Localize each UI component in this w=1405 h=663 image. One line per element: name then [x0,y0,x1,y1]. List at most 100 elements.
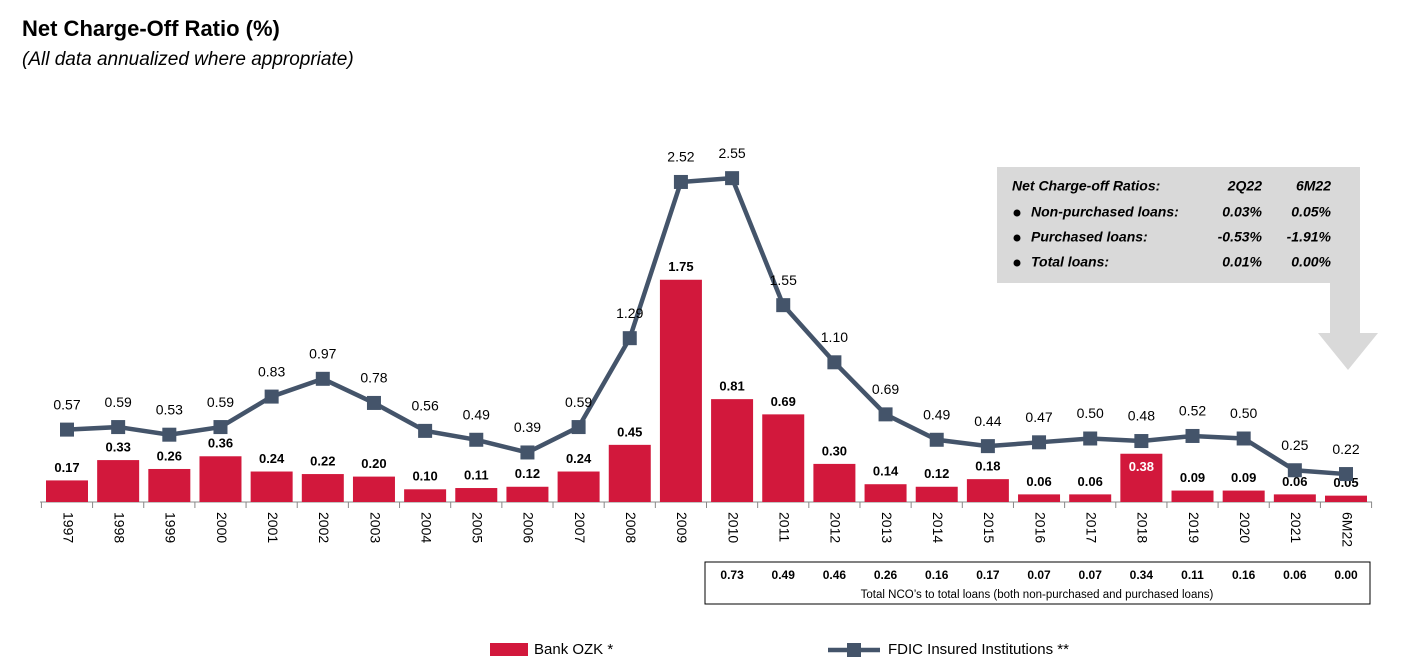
bar [608,444,651,502]
line-marker [1134,434,1149,449]
x-tick-label: 2019 [1186,512,1202,543]
callout-header: 6M22 [1296,178,1331,194]
bar [1069,494,1112,502]
bar [915,486,958,502]
x-tick-label: 2021 [1288,512,1304,543]
line-marker [673,174,688,189]
bar-value-label: 0.69 [771,394,796,409]
line-value-label: 0.57 [53,396,80,412]
line-value-label: 1.55 [770,272,797,288]
bar-value-label: 0.18 [975,459,1000,474]
x-tick-label: 2017 [1083,512,1099,543]
line-marker [827,355,842,370]
bar-value-label: 0.24 [566,451,592,466]
bar-value-label: 0.17 [54,460,79,475]
line-marker [776,298,791,313]
bar-value-label: 0.30 [822,443,847,458]
line-value-label: 0.59 [105,394,132,410]
x-tick-label: 2018 [1135,512,1151,543]
x-tick-label: 2005 [470,512,486,543]
line-marker [571,420,586,435]
line-marker [1236,431,1251,446]
x-tick-label: 2015 [981,512,997,543]
bar-value-label: 1.75 [668,259,693,274]
callout-value: 0.01% [1222,254,1262,270]
legend-marker [847,643,861,657]
line-marker [725,171,740,186]
line-value-label: 0.78 [360,370,387,386]
line [66,175,1347,477]
line-marker [1083,431,1098,446]
bullet [1013,209,1021,217]
x-tick-label: 2013 [879,512,895,543]
callout-value: -0.53% [1218,229,1263,245]
line-marker [520,445,535,460]
table-cell: 0.73 [720,568,744,582]
bar [711,399,754,502]
line-value-label: 0.47 [1025,409,1052,425]
chart-subtitle: (All data annualized where appropriate) [22,49,354,70]
x-tick-label: 1999 [163,512,179,543]
bar [1273,494,1316,502]
bar-value-label: 0.81 [719,379,744,394]
bar-value-label: 0.24 [259,451,285,466]
legend-label: Bank OZK * [534,641,613,658]
line-marker [213,420,228,435]
x-tick-label: 2020 [1237,512,1253,543]
callout-value: 0.05% [1291,204,1331,220]
callout-value: 0.03% [1222,204,1262,220]
table-cell: 0.49 [772,568,796,582]
bar [557,471,600,502]
bar [506,486,549,502]
x-tick-label: 2014 [930,512,946,543]
table-cell: 0.06 [1283,568,1307,582]
line-value-label: 0.69 [872,381,899,397]
bar [199,456,242,502]
callout-header: Net Charge-off Ratios: [1012,178,1160,194]
bar-value-label: 0.12 [924,466,949,481]
x-tick-label: 1998 [111,512,127,543]
callout-value: -1.91% [1287,229,1332,245]
table-cell: 0.34 [1130,568,1154,582]
bar-value-label: 0.09 [1180,470,1205,485]
bar-value-label: 0.11 [464,467,489,482]
x-tick-label: 2006 [521,512,537,543]
line-marker [418,423,433,438]
bar [1325,495,1367,502]
table-cell: 0.00 [1334,568,1358,582]
bar-value-label: 0.09 [1231,470,1256,485]
line-value-label: 0.49 [923,406,950,422]
legend-swatch [490,643,528,656]
line-marker [622,331,637,346]
table-cell: 0.16 [1232,568,1256,582]
line-marker [1339,467,1353,482]
line-marker [264,389,279,404]
callout-label: Total loans: [1031,254,1109,270]
bar [1018,494,1061,502]
line-value-label: 0.39 [514,419,541,435]
line-marker [1185,428,1200,443]
x-tick-label: 2007 [572,512,588,543]
callout-header: 2Q22 [1227,178,1262,194]
bar-value-label: 0.36 [208,436,233,451]
line-value-label: 0.50 [1077,405,1104,421]
bar [864,484,907,502]
line-value-label: 0.83 [258,363,285,379]
bar [301,474,344,502]
bar-value-label: 0.22 [310,453,335,468]
x-tick-label: 1997 [60,512,76,543]
table-caption: Total NCO’s to total loans (both non-pur… [861,589,1214,601]
bar-value-label: 0.06 [1078,474,1103,489]
line-value-label: 0.52 [1179,403,1206,419]
bar-value-label: 0.12 [515,466,540,481]
line-value-label: 1.10 [821,329,848,345]
line-value-label: 0.59 [565,394,592,410]
bar-value-label: 0.10 [412,469,437,484]
line-marker [469,432,484,447]
table-cell: 0.07 [1079,568,1103,582]
bullet [1013,234,1021,242]
x-tick-label: 2003 [367,512,383,543]
bar [455,488,498,502]
line-marker [980,439,995,454]
